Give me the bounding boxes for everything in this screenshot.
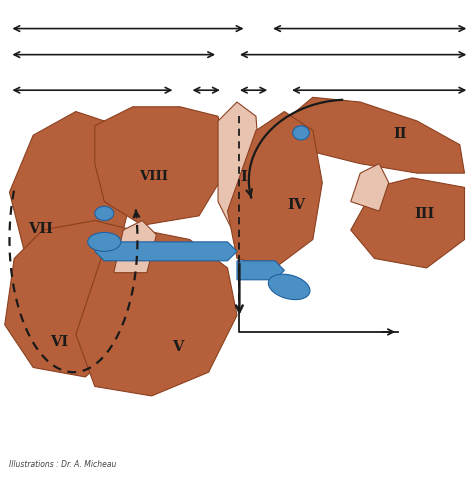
Polygon shape (351, 164, 389, 212)
Ellipse shape (95, 207, 114, 221)
Text: III: III (414, 207, 434, 221)
Polygon shape (228, 112, 322, 268)
Text: I: I (241, 169, 247, 183)
Polygon shape (76, 230, 237, 396)
Text: IV: IV (287, 198, 305, 212)
Polygon shape (218, 103, 261, 230)
Ellipse shape (292, 126, 309, 141)
Text: VI: VI (50, 335, 68, 348)
Text: VIII: VIII (139, 169, 169, 182)
Polygon shape (95, 108, 228, 226)
Polygon shape (284, 98, 465, 174)
Polygon shape (9, 112, 137, 259)
Polygon shape (5, 221, 152, 377)
Text: V: V (172, 339, 183, 353)
Polygon shape (237, 261, 284, 280)
Polygon shape (351, 179, 465, 268)
Ellipse shape (88, 233, 121, 252)
Text: Illustrations : Dr. A. Micheau: Illustrations : Dr. A. Micheau (9, 459, 117, 468)
Text: VII: VII (28, 221, 53, 235)
Polygon shape (95, 242, 237, 261)
Ellipse shape (268, 275, 310, 300)
Polygon shape (114, 221, 156, 273)
Text: II: II (394, 127, 407, 141)
